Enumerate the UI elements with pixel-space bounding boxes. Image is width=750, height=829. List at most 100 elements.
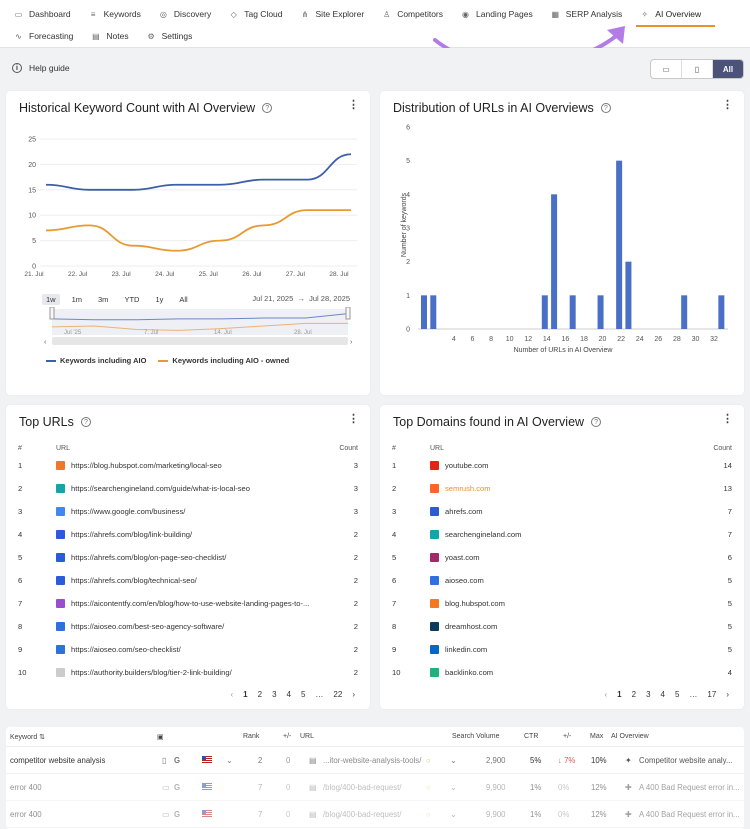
row-link[interactable]: backlinko.com bbox=[445, 667, 494, 677]
col-rank-change[interactable]: +/- bbox=[283, 733, 292, 740]
row-link[interactable]: youtube.com bbox=[445, 460, 489, 470]
row-link[interactable]: yoast.com bbox=[445, 552, 480, 562]
nav-item-ai-overview[interactable]: ✧ AI Overview bbox=[636, 4, 715, 27]
all-devices-button[interactable]: All bbox=[713, 60, 743, 78]
range-end[interactable]: Jul 28, 2025 bbox=[309, 294, 350, 303]
col-volume[interactable]: Search Volume bbox=[452, 733, 500, 740]
table-row[interactable]: 7 https://aicontentfy.com/en/blog/how-to-… bbox=[18, 592, 358, 615]
keyword-row[interactable]: error 400 ▭ G 7 0 ▤ /blog/400-bad-request/ ○ ⌄ 9,… bbox=[6, 774, 744, 801]
url-cell[interactable]: ...itor-website-analysis-tools/ bbox=[323, 756, 422, 765]
nav-item-serp-analysis[interactable]: ▦ SERP Analysis bbox=[551, 4, 622, 24]
more-options-icon[interactable]: ⋮ bbox=[348, 413, 359, 425]
table-row[interactable]: 9 linkedin.com 5 bbox=[392, 638, 732, 661]
chevron-down-icon[interactable]: ⌄ bbox=[450, 783, 457, 792]
bar[interactable] bbox=[718, 295, 725, 329]
row-link[interactable]: semrush.com bbox=[445, 483, 491, 493]
nav-item-settings[interactable]: ⚙ Settings bbox=[147, 26, 193, 46]
table-row[interactable]: 8 https://aioseo.com/best-seo-agency-soft… bbox=[18, 615, 358, 638]
navigator-scrollbar[interactable] bbox=[52, 337, 348, 345]
table-row[interactable]: 10 backlinko.com 4 bbox=[392, 661, 732, 684]
chevron-down-icon[interactable]: ⌄ bbox=[450, 756, 457, 765]
chevron-down-icon[interactable]: ⌄ bbox=[226, 756, 233, 765]
col-ai-overview[interactable]: AI Overview bbox=[611, 733, 649, 740]
table-row[interactable]: 9 https://aioseo.com/seo-checklist/2 bbox=[18, 638, 358, 661]
col-url[interactable]: URL bbox=[300, 733, 315, 740]
table-row[interactable]: 3 https://www.google.com/business/3 bbox=[18, 500, 358, 523]
page-button[interactable]: 5 bbox=[674, 690, 680, 699]
table-row[interactable]: 7 blog.hubspot.com 5 bbox=[392, 592, 732, 615]
table-row[interactable]: 4 https://ahrefs.com/blog/link-building/2 bbox=[18, 523, 358, 546]
bar[interactable] bbox=[616, 160, 623, 329]
nav-item-tag-cloud[interactable]: ◇ Tag Cloud bbox=[229, 4, 283, 24]
row-link[interactable]: https://ahrefs.com/blog/link-building/ bbox=[71, 529, 193, 539]
row-link[interactable]: https://blog.hubspot.com/marketing/local… bbox=[71, 460, 222, 470]
bar[interactable] bbox=[569, 295, 576, 329]
mobile-filter-button[interactable]: ▯ bbox=[682, 60, 713, 78]
keyword-cell[interactable]: error 400 bbox=[10, 783, 42, 792]
table-row[interactable]: 2 semrush.com 13 bbox=[392, 477, 732, 500]
page-button[interactable]: 2 bbox=[257, 690, 263, 699]
row-link[interactable]: https://aicontentfy.com/en/blog/how-to-u… bbox=[71, 598, 310, 608]
question-icon[interactable]: ? bbox=[591, 417, 602, 427]
row-link[interactable]: https://ahrefs.com/blog/technical-seo/ bbox=[71, 575, 197, 585]
page-button[interactable]: 4 bbox=[660, 690, 665, 699]
url-cell[interactable]: /blog/400-bad-request/ bbox=[323, 810, 402, 819]
table-row[interactable]: 6 aioseo.com 5 bbox=[392, 569, 732, 592]
range-button-all[interactable]: All bbox=[179, 295, 188, 304]
prev-page-icon[interactable]: ‹ bbox=[230, 690, 234, 699]
col-keyword[interactable]: Keyword ⇅ bbox=[10, 734, 46, 741]
row-link[interactable]: https://authority.builders/blog/tier-2-l… bbox=[71, 667, 232, 677]
legend-item-aio[interactable]: Keywords including AIO bbox=[46, 356, 146, 365]
more-options-icon[interactable]: ⋮ bbox=[348, 99, 359, 111]
row-link[interactable]: https://aioseo.com/seo-checklist/ bbox=[71, 644, 181, 654]
next-page-icon[interactable]: › bbox=[726, 690, 729, 699]
question-icon[interactable]: ? bbox=[80, 417, 91, 427]
ai-overview-cell[interactable]: A 400 Bad Request error in... bbox=[639, 783, 740, 792]
table-row[interactable]: 1 youtube.com 14 bbox=[392, 454, 732, 477]
bar[interactable] bbox=[625, 261, 632, 329]
help-guide-link[interactable]: i Help guide bbox=[12, 63, 70, 73]
col-ctr[interactable]: CTR bbox=[524, 733, 539, 740]
row-link[interactable]: searchengineland.com bbox=[445, 529, 522, 539]
bar[interactable] bbox=[541, 295, 548, 329]
bar[interactable] bbox=[681, 295, 688, 329]
more-options-icon[interactable]: ⋮ bbox=[722, 99, 733, 111]
range-button-3m[interactable]: 3m bbox=[98, 295, 109, 304]
navigator-handle-left[interactable] bbox=[49, 307, 55, 320]
desktop-filter-button[interactable]: ▭ bbox=[651, 60, 682, 78]
range-start[interactable]: Jul 21, 2025 bbox=[252, 294, 294, 303]
table-row[interactable]: 2 https://searchengineland.com/guide/what… bbox=[18, 477, 358, 500]
series-line-1[interactable] bbox=[45, 209, 351, 252]
serp-features-icon[interactable]: ▣ bbox=[157, 734, 164, 741]
col-rank[interactable]: Rank bbox=[243, 733, 260, 740]
page-button[interactable]: 3 bbox=[272, 690, 277, 699]
table-row[interactable]: 4 searchengineland.com 7 bbox=[392, 523, 732, 546]
nav-item-site-explorer[interactable]: ⋔ Site Explorer bbox=[301, 4, 365, 24]
more-options-icon[interactable]: ⋮ bbox=[722, 413, 733, 425]
range-button-1m[interactable]: 1m bbox=[71, 295, 83, 304]
nav-item-landing-pages[interactable]: ◉ Landing Pages bbox=[461, 4, 533, 24]
nav-item-notes[interactable]: ▤ Notes bbox=[91, 26, 129, 46]
page-button[interactable]: 3 bbox=[646, 690, 651, 699]
question-icon[interactable]: ? bbox=[600, 103, 611, 113]
bar[interactable] bbox=[597, 295, 604, 329]
row-link[interactable]: https://searchengineland.com/guide/what-… bbox=[71, 483, 250, 493]
row-link[interactable]: dreamhost.com bbox=[445, 621, 498, 631]
url-cell[interactable]: /blog/400-bad-request/ bbox=[323, 783, 402, 792]
range-navigator[interactable]: ‹ › Jul '25 7. Jul 14. Jul 28. Jul bbox=[44, 307, 354, 347]
row-link[interactable]: https://ahrefs.com/blog/on-page-seo-chec… bbox=[71, 552, 227, 562]
series-line-0[interactable] bbox=[45, 153, 352, 191]
row-link[interactable]: https://www.google.com/business/ bbox=[71, 506, 186, 516]
page-button[interactable]: 5 bbox=[300, 690, 306, 699]
bar[interactable] bbox=[430, 295, 437, 329]
col-ctr-change[interactable]: +/- bbox=[563, 733, 572, 740]
nav-item-keywords[interactable]: ≡ Keywords bbox=[89, 4, 141, 24]
page-button[interactable]: 4 bbox=[286, 690, 291, 699]
nav-item-competitors[interactable]: ♙ Competitors bbox=[382, 4, 443, 24]
table-row[interactable]: 3 ahrefs.com 7 bbox=[392, 500, 732, 523]
range-button-ytd[interactable]: YTD bbox=[124, 295, 140, 304]
row-link[interactable]: ahrefs.com bbox=[445, 506, 483, 516]
keyword-row[interactable]: error 400 ▭ G 7 0 ▤ /blog/400-bad-request/ ○ ⌄ 9,… bbox=[6, 801, 744, 828]
bar[interactable] bbox=[421, 295, 427, 329]
page-button[interactable]: 22 bbox=[333, 690, 343, 699]
